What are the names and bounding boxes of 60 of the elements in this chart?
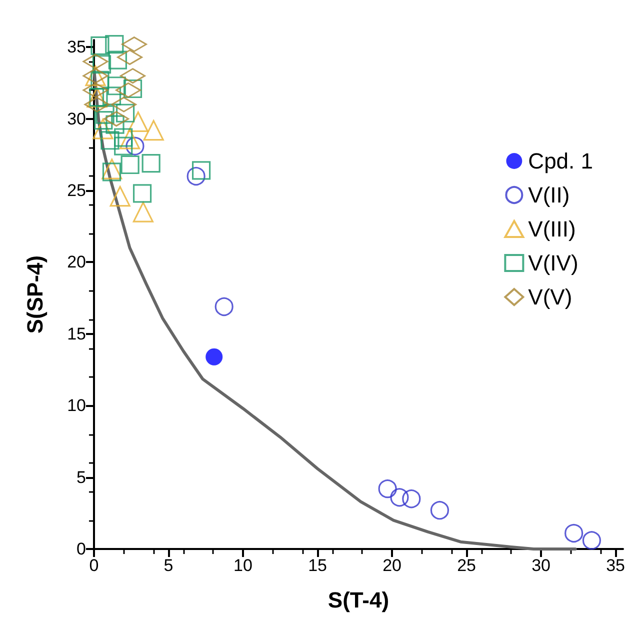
legend-label: V(IV) — [528, 250, 578, 276]
point — [102, 162, 122, 182]
point — [107, 76, 126, 96]
point — [119, 128, 140, 150]
point — [92, 55, 112, 74]
point — [143, 120, 164, 141]
point — [564, 524, 584, 543]
point — [100, 131, 120, 150]
y-tick-label: 35 — [67, 38, 86, 57]
point — [214, 297, 234, 316]
point — [96, 105, 114, 124]
y-tick-label: 30 — [67, 109, 86, 128]
x-tick-label: 5 — [164, 556, 174, 575]
x-tick-label: 15 — [308, 556, 327, 575]
y-tick-label: 20 — [67, 252, 86, 272]
point — [132, 184, 152, 203]
point — [582, 531, 602, 550]
y-tick-label: 10 — [67, 396, 86, 416]
point — [192, 161, 211, 180]
x-axis-title: S(T-4) — [328, 588, 390, 612]
point — [390, 488, 409, 507]
point — [132, 202, 154, 222]
point — [206, 348, 223, 366]
point — [378, 479, 397, 498]
point — [102, 86, 122, 106]
point — [90, 36, 110, 56]
point — [92, 118, 114, 140]
legend-label: V(II) — [528, 182, 570, 208]
legend-label: Cpd. 1 — [528, 148, 594, 174]
y-axis-title: S(SP-4) — [22, 255, 48, 334]
y-tick-label: 15 — [67, 324, 86, 344]
point — [128, 111, 148, 132]
point — [94, 110, 113, 130]
point — [102, 158, 122, 180]
point — [105, 35, 124, 54]
point — [114, 136, 133, 156]
point — [116, 104, 135, 122]
point — [430, 500, 450, 520]
legend-label: V(V) — [528, 284, 572, 310]
point — [106, 115, 124, 134]
x-tick-label: 10 — [234, 556, 252, 575]
point — [110, 186, 130, 207]
point — [120, 155, 140, 174]
x-tick-label: 25 — [457, 556, 476, 575]
point — [123, 79, 142, 98]
point — [108, 50, 127, 70]
y-tick-label: 5 — [76, 468, 86, 487]
legend-label: V(III) — [528, 216, 576, 242]
y-tick-label: 0 — [76, 540, 86, 558]
x-tick-label: 30 — [532, 556, 550, 575]
point — [402, 490, 421, 508]
point — [142, 154, 160, 173]
point — [126, 136, 144, 156]
x-tick-label: 35 — [606, 556, 626, 575]
y-tick-label: 25 — [67, 181, 86, 200]
x-tick-label: 0 — [89, 556, 99, 575]
point — [186, 166, 206, 186]
x-tick-label: 20 — [382, 556, 402, 575]
point — [114, 128, 133, 147]
point — [90, 70, 110, 90]
